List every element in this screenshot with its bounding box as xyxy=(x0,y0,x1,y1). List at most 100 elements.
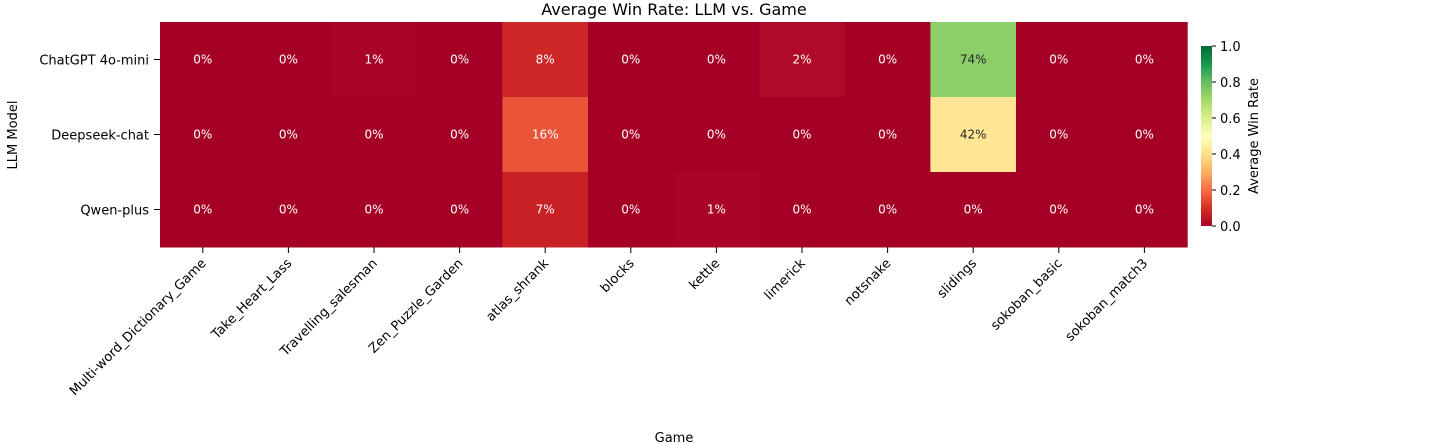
y-tick-label: Deepseek-chat xyxy=(51,129,149,144)
cell-value-label: 0% xyxy=(621,128,640,142)
heatmap-cell xyxy=(930,97,1017,173)
x-tick-label: blocks xyxy=(598,256,638,296)
heatmap-cell xyxy=(759,172,846,248)
heatmap-cell xyxy=(673,22,760,98)
y-tick-labels: ChatGPT 4o-mini Deepseek-chat Qwen-plus xyxy=(39,54,160,219)
cell-value-label: 0% xyxy=(1135,203,1154,217)
heatmap-cell xyxy=(844,172,931,248)
cell-value-label: 0% xyxy=(1049,128,1068,142)
heatmap-cell xyxy=(502,172,589,248)
heatmap-cell xyxy=(930,172,1017,248)
heatmap-cell xyxy=(844,97,931,173)
x-tick-label: limerick xyxy=(762,256,809,303)
heatmap-cell xyxy=(416,97,503,173)
heatmap-cell xyxy=(588,22,675,98)
x-tick-label: notsnake xyxy=(842,256,895,309)
heatmap-cell xyxy=(416,172,503,248)
cell-value-label: 0% xyxy=(792,203,811,217)
cell-value-label: 0% xyxy=(364,203,383,217)
heatmap-cell xyxy=(245,172,332,248)
cell-value-label: 42% xyxy=(960,128,987,142)
cell-value-label: 0% xyxy=(279,128,298,142)
cell-value-label: 0% xyxy=(193,128,212,142)
cell-value-label: 0% xyxy=(193,53,212,67)
x-axis-label: Game xyxy=(655,431,694,445)
heatmap-cell xyxy=(673,97,760,173)
y-axis-label: LLM Model xyxy=(6,101,21,170)
x-tick-label: Take_Heart_Lass xyxy=(208,256,295,343)
cell-value-label: 16% xyxy=(532,128,559,142)
cell-value-label: 1% xyxy=(364,53,383,67)
heatmap-cell xyxy=(759,97,846,173)
heatmap-cell xyxy=(588,97,675,173)
cell-value-label: 0% xyxy=(878,128,897,142)
heatmap-cell xyxy=(1101,172,1188,248)
y-tick-label: ChatGPT 4o-mini xyxy=(39,54,149,69)
heatmap-cell xyxy=(673,172,760,248)
cell-value-label: 0% xyxy=(279,203,298,217)
heatmap-cell xyxy=(930,22,1017,98)
cell-value-label: 7% xyxy=(536,203,555,217)
x-tick-label: Zen_Puzzle_Garden xyxy=(366,256,466,356)
colorbar-tick-label: 0.4 xyxy=(1220,148,1241,163)
colorbar-ticks: 0.0 0.2 0.4 0.6 0.8 1.0 xyxy=(1212,40,1241,235)
colorbar-tick-label: 1.0 xyxy=(1220,40,1241,55)
heatmap-cell xyxy=(844,22,931,98)
heatmap-cell xyxy=(331,22,418,98)
cell-value-label: 0% xyxy=(878,203,897,217)
cell-value-label: 0% xyxy=(1049,53,1068,67)
colorbar-tick-label: 0.2 xyxy=(1220,184,1241,199)
heatmap-cell-labels: 0% 0% 1% 0% 8% 0% 0% 2% 0% 74% 0% 0% 0% 0% 0% 0% 16% 0% 0%… xyxy=(193,53,1154,217)
cell-value-label: 0% xyxy=(364,128,383,142)
colorbar-tick-label: 0.6 xyxy=(1220,112,1241,127)
x-tick-labels: Multi-word_Dictionary_Game Take_Heart_Las… xyxy=(67,247,1151,399)
cell-value-label: 0% xyxy=(450,203,469,217)
cell-value-label: 0% xyxy=(621,203,640,217)
heatmap-cell xyxy=(1016,172,1103,248)
heatmap-cell xyxy=(416,22,503,98)
x-tick-label: slidings xyxy=(935,256,981,302)
cell-value-label: 0% xyxy=(707,128,726,142)
heatmap-cell xyxy=(759,22,846,98)
heatmap-cell xyxy=(245,97,332,173)
cell-value-label: 0% xyxy=(964,203,983,217)
chart-title: Average Win Rate: LLM vs. Game xyxy=(541,0,806,19)
cell-value-label: 0% xyxy=(279,53,298,67)
heatmap-cell xyxy=(1101,97,1188,173)
x-tick-label: atlas_shrank xyxy=(483,256,552,325)
heatmap-cell xyxy=(502,22,589,98)
x-tick-label: kettle xyxy=(687,256,724,293)
x-tick-label: sokoban_match3 xyxy=(1063,256,1151,344)
cell-value-label: 0% xyxy=(1049,203,1068,217)
heatmap-cell xyxy=(588,172,675,248)
heatmap-cells xyxy=(160,22,1188,248)
cell-value-label: 0% xyxy=(621,53,640,67)
heatmap-cell xyxy=(160,97,247,173)
colorbar xyxy=(1201,46,1212,226)
colorbar-label: Average Win Rate xyxy=(1247,78,1262,194)
cell-value-label: 0% xyxy=(792,128,811,142)
heatmap-cell xyxy=(160,22,247,98)
cell-value-label: 1% xyxy=(707,203,726,217)
heatmap-cell xyxy=(1101,22,1188,98)
heatmap-cell xyxy=(160,172,247,248)
x-tick-label: Multi-word_Dictionary_Game xyxy=(67,256,210,399)
x-tick-label: Travelling_salesman xyxy=(277,256,381,360)
cell-value-label: 0% xyxy=(193,203,212,217)
heatmap-cell xyxy=(1016,97,1103,173)
cell-value-label: 0% xyxy=(1135,53,1154,67)
cell-value-label: 74% xyxy=(960,53,987,67)
cell-value-label: 0% xyxy=(450,128,469,142)
heatmap-cell xyxy=(331,97,418,173)
cell-value-label: 0% xyxy=(450,53,469,67)
heatmap-cell xyxy=(331,172,418,248)
colorbar-tick-label: 0.0 xyxy=(1220,220,1241,235)
cell-value-label: 2% xyxy=(792,53,811,67)
heatmap-cell xyxy=(245,22,332,98)
heatmap-cell xyxy=(502,97,589,173)
heatmap-cell xyxy=(1016,22,1103,98)
cell-value-label: 0% xyxy=(878,53,897,67)
x-tick-label: sokoban_basic xyxy=(988,256,1065,333)
cell-value-label: 8% xyxy=(536,53,555,67)
